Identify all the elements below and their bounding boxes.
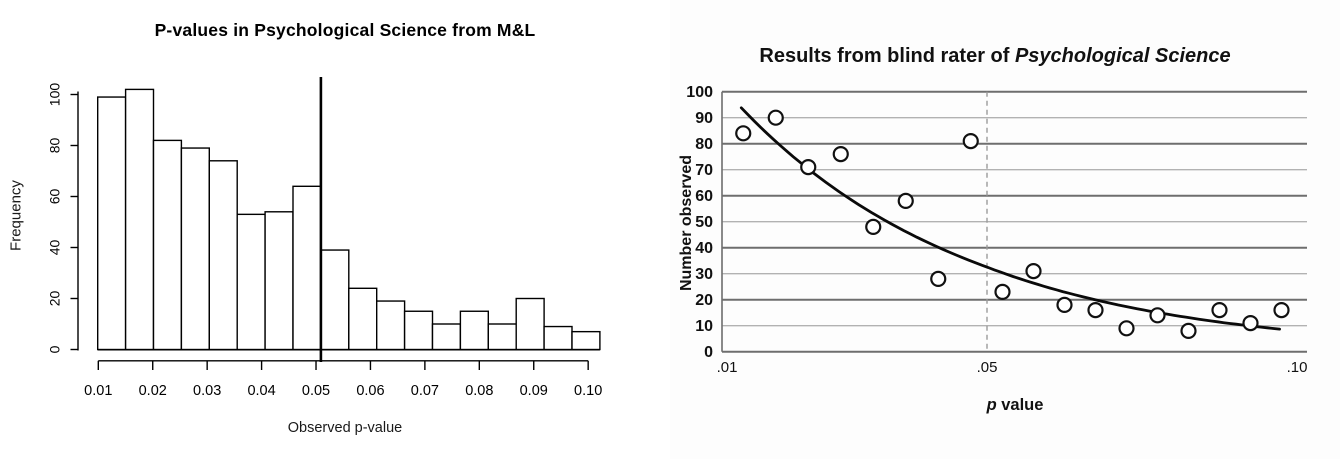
data-point (1211, 302, 1228, 319)
histogram-bar (431, 323, 462, 351)
scatter-plot: 0 10 20 30 40 50 60 70 80 90 100 .01 .05 .10 (686, 84, 1308, 376)
y-axis-tick-label: 0 (47, 345, 63, 353)
y-axis-tick-label: 60 (47, 189, 63, 205)
data-point (865, 218, 882, 235)
histogram-title: P-values in Psychological Science from M… (154, 20, 536, 40)
x-axis-tick-label: 0.07 (411, 383, 439, 399)
y-axis-tick-label: 50 (695, 214, 713, 231)
y-axis-tick-label: 40 (695, 240, 713, 257)
histogram-bar (320, 249, 350, 351)
histogram-bar (292, 185, 322, 351)
x-axis-tick-label: 0.05 (302, 383, 330, 399)
y-axis-tick-label: 30 (695, 266, 713, 283)
scatter-x-axis-label-p: p (986, 396, 997, 414)
data-point (962, 133, 979, 150)
y-axis-tick-label: 40 (47, 240, 63, 256)
histogram-bar (403, 310, 434, 351)
histogram-bar (487, 323, 517, 351)
data-point (930, 270, 947, 287)
data-point (1273, 302, 1290, 319)
histogram-bar (208, 160, 238, 351)
histogram-bar (124, 88, 155, 351)
x-axis-tick-label: .10 (1287, 359, 1308, 376)
data-point (767, 109, 784, 126)
histogram-y-axis-label: Frequency (7, 180, 25, 251)
data-point (832, 146, 849, 163)
histogram-figure: 0 20 40 60 80 100 0.01 0.02 0.03 0.04 0.05 0.06 0.07… (7, 20, 603, 436)
histogram-bar (571, 330, 601, 351)
x-axis-tick-label: 0.03 (193, 383, 221, 399)
x-axis-tick-label: 0.01 (84, 383, 112, 399)
y-axis-tick-label: 100 (47, 83, 63, 107)
data-point (1242, 315, 1259, 332)
histogram-bar (180, 147, 210, 351)
scatter-title-prefix: Results from blind rater of (759, 45, 1015, 67)
x-axis-tick-label: 0.06 (356, 383, 384, 399)
x-axis-tick-label: 0.10 (574, 383, 602, 399)
data-point (897, 192, 914, 209)
data-point (800, 159, 817, 176)
histogram-bar (459, 310, 489, 351)
scatter-y-axis-label: Number observed (678, 154, 695, 292)
x-axis-tick-label: .01 (717, 359, 738, 376)
histogram-bar (543, 325, 573, 351)
histogram-bar (348, 287, 378, 351)
histogram-bar (236, 213, 266, 351)
histogram-bar (515, 297, 545, 351)
x-axis-tick-label: 0.08 (465, 383, 493, 399)
histogram-x-axis-label: Observed p-value (287, 420, 403, 436)
histogram-bar (264, 211, 294, 351)
scatter-figure: 0 10 20 30 40 50 60 70 80 90 100 .01 .05 .10 Results … (670, 0, 1340, 459)
data-point (1180, 322, 1197, 339)
scatter-x-axis-label: p value (722, 396, 1308, 415)
histogram-plot: 0 20 40 60 80 100 0.01 0.02 0.03 0.04 0.05 0.06 0.07… (47, 77, 602, 399)
data-point (1087, 302, 1104, 319)
data-point (1025, 263, 1042, 280)
y-axis-tick-label: 20 (47, 291, 63, 307)
x-axis-tick-label: 0.04 (247, 383, 275, 399)
y-axis-tick-label: 100 (686, 84, 713, 101)
data-point (1056, 296, 1073, 313)
scatter-title: Results from blind rater of Psychologica… (690, 45, 1300, 68)
x-axis-tick-label: .05 (977, 359, 998, 376)
histogram-bar (376, 300, 406, 351)
y-axis-tick-label: 0 (704, 344, 713, 361)
scatter-x-axis-label-value: value (996, 396, 1044, 414)
scatter-title-journal: Psychological Science (1014, 45, 1231, 67)
y-axis-tick-label: 10 (695, 318, 713, 335)
y-axis-tick-label: 60 (695, 188, 713, 205)
y-axis-tick-label: 80 (695, 136, 713, 153)
data-point (1118, 320, 1135, 337)
y-axis-tick-label: 20 (695, 292, 713, 309)
data-point (1149, 307, 1166, 324)
y-axis-tick-label: 70 (695, 162, 713, 179)
histogram-bar (96, 96, 127, 351)
y-axis-tick-label: 90 (695, 110, 713, 127)
histogram-bar (152, 139, 183, 351)
data-point (735, 125, 752, 142)
trend-curve (739, 106, 1281, 331)
data-point (994, 283, 1011, 300)
x-axis-tick-label: 0.09 (520, 383, 548, 399)
y-axis-tick-label: 80 (47, 138, 63, 154)
x-axis-tick-label: 0.02 (139, 383, 167, 399)
